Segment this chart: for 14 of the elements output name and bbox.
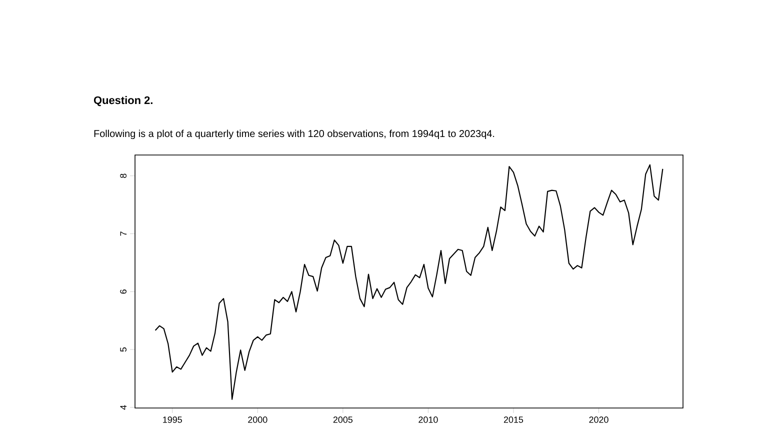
- line-series: [154, 164, 664, 400]
- y-tick-label: 4: [120, 405, 126, 410]
- chart-title: Question 2.: [94, 96, 152, 106]
- x-tick-label: 2000: [248, 416, 268, 423]
- x-tick-label: 2005: [333, 416, 353, 423]
- x-tick-label: 2010: [418, 416, 438, 423]
- chart-subtitle: Following is a plot of a quarterly time series with 120 observations, from 1994q1 to 2023q4.: [94, 130, 494, 140]
- x-tick-label: 1995: [163, 416, 182, 423]
- y-tick-label: 7: [120, 232, 126, 236]
- x-tick-label: 2020: [589, 416, 608, 423]
- y-tick-label: 5: [120, 347, 126, 352]
- y-tick-label: 6: [120, 290, 126, 294]
- y-tick-label: 8: [120, 174, 126, 178]
- x-tick-label: 2015: [504, 416, 524, 423]
